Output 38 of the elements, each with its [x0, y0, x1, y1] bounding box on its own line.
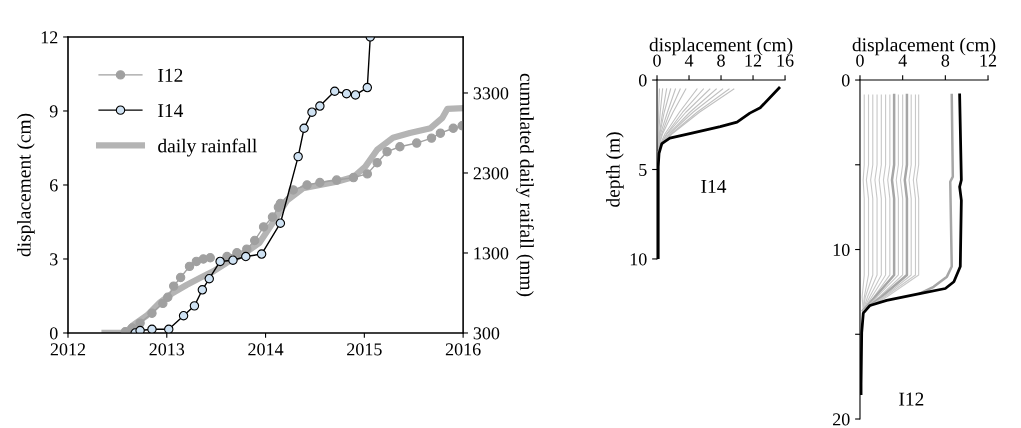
- x-tick-label: 2015: [347, 343, 382, 356]
- y2-tick-label: 300: [473, 327, 500, 340]
- x-tick-label: 12: [745, 54, 762, 67]
- legend-label: I12: [158, 68, 183, 82]
- y-tick-label: 20: [833, 413, 850, 426]
- annotation: I12: [899, 392, 924, 406]
- y-tick-label: 10: [833, 243, 850, 256]
- y-tick-label: 10: [630, 253, 647, 266]
- y2-tick-label: 3300: [473, 87, 509, 100]
- y-tick-label: 0: [638, 74, 647, 87]
- y-tick-label: 12: [41, 31, 58, 44]
- legend-label: daily rainfall: [158, 138, 257, 157]
- x-tick-label: 2016: [445, 343, 481, 356]
- y-axis-title: depth (m): [606, 132, 624, 207]
- y-tick-label: 5: [639, 163, 647, 176]
- x-tick-label: 0: [653, 54, 661, 67]
- y-tick-label: 3: [50, 253, 58, 266]
- y-tick-label: 6: [50, 179, 58, 192]
- y-tick-label: 0: [49, 327, 58, 340]
- x-tick-label: 16: [777, 54, 794, 67]
- x-tick-label: 2014: [248, 343, 284, 356]
- x-tick-label: 4: [684, 54, 694, 67]
- x-tick-label: 8: [717, 54, 725, 67]
- y-tick-label: 9: [49, 105, 58, 118]
- x-axis-title: displacement (cm): [852, 37, 996, 56]
- y-axis-title: displacement (cm): [17, 113, 35, 257]
- y-tick-label: 0: [841, 74, 850, 87]
- y2-axis-title: cumulated daily raifall (mm): [516, 73, 534, 297]
- x-tick-label: 12: [980, 54, 997, 67]
- x-tick-label: 4: [898, 54, 907, 67]
- legend-label: I14: [158, 104, 184, 117]
- x-tick-label: 0: [856, 54, 864, 67]
- x-tick-label: 2012: [50, 343, 86, 356]
- x-tick-label: 2013: [149, 343, 185, 356]
- y2-tick-label: 2300: [473, 167, 509, 180]
- annotation: I14: [701, 179, 727, 193]
- x-tick-label: 8: [941, 54, 950, 67]
- y2-tick-label: 1300: [474, 247, 509, 260]
